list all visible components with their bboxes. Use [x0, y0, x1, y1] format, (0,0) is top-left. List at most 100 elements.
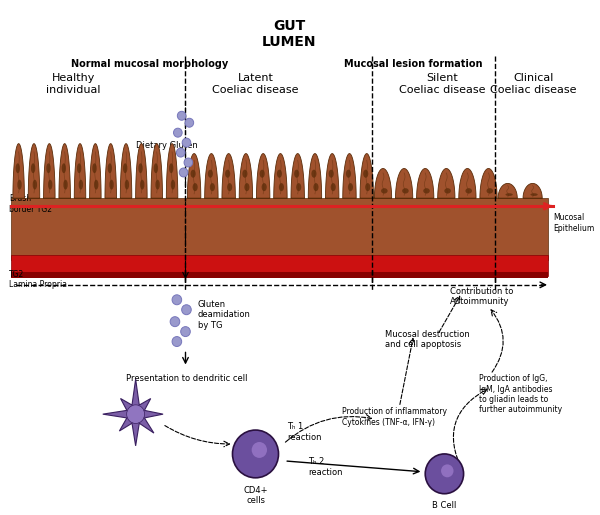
- Circle shape: [173, 128, 182, 137]
- Ellipse shape: [64, 180, 68, 190]
- Ellipse shape: [311, 169, 316, 178]
- Polygon shape: [187, 153, 201, 198]
- Ellipse shape: [365, 183, 370, 191]
- Polygon shape: [523, 183, 542, 198]
- Polygon shape: [416, 168, 434, 198]
- Ellipse shape: [251, 442, 267, 458]
- Ellipse shape: [127, 405, 145, 423]
- Text: Healthy
individual: Healthy individual: [46, 73, 101, 95]
- Ellipse shape: [313, 183, 319, 191]
- Polygon shape: [28, 144, 40, 198]
- Ellipse shape: [193, 183, 197, 191]
- Ellipse shape: [48, 180, 52, 190]
- Polygon shape: [459, 168, 476, 198]
- Polygon shape: [308, 153, 322, 198]
- Ellipse shape: [109, 180, 114, 190]
- Polygon shape: [256, 153, 270, 198]
- Ellipse shape: [123, 163, 127, 173]
- Text: Presentation to dendritic cell: Presentation to dendritic cell: [126, 374, 248, 383]
- Ellipse shape: [329, 169, 334, 178]
- Text: B Cell: B Cell: [432, 501, 457, 510]
- Ellipse shape: [169, 163, 173, 173]
- Polygon shape: [480, 168, 497, 198]
- Ellipse shape: [487, 188, 493, 194]
- Text: Contribution to
Autoimmunity: Contribution to Autoimmunity: [450, 287, 514, 306]
- Polygon shape: [343, 153, 356, 198]
- Polygon shape: [222, 153, 235, 198]
- Circle shape: [182, 305, 191, 315]
- Ellipse shape: [46, 163, 50, 173]
- Polygon shape: [291, 153, 304, 198]
- Text: Gluten
deamidation
by TG: Gluten deamidation by TG: [198, 300, 251, 330]
- Ellipse shape: [125, 180, 129, 190]
- Polygon shape: [13, 144, 25, 198]
- Ellipse shape: [381, 188, 388, 194]
- Ellipse shape: [244, 183, 250, 191]
- Polygon shape: [437, 168, 455, 198]
- Circle shape: [184, 158, 193, 167]
- Circle shape: [181, 327, 190, 337]
- Ellipse shape: [191, 169, 196, 178]
- Ellipse shape: [171, 180, 175, 190]
- Polygon shape: [136, 144, 147, 198]
- Polygon shape: [151, 144, 163, 198]
- Ellipse shape: [242, 169, 247, 178]
- Circle shape: [170, 317, 180, 327]
- Ellipse shape: [466, 188, 472, 194]
- Text: Silent
Coeliac disease: Silent Coeliac disease: [399, 73, 486, 95]
- Polygon shape: [89, 144, 101, 198]
- Text: Brush
border TG2: Brush border TG2: [9, 194, 52, 214]
- Ellipse shape: [62, 163, 66, 173]
- Text: Mucosal lesion formation: Mucosal lesion formation: [344, 59, 483, 69]
- Text: Production of inflammatory
Cytokines (TNF-α, IFN-γ): Production of inflammatory Cytokines (TN…: [342, 407, 447, 426]
- Ellipse shape: [17, 180, 22, 190]
- Ellipse shape: [140, 180, 145, 190]
- Polygon shape: [105, 144, 116, 198]
- Ellipse shape: [227, 183, 232, 191]
- Ellipse shape: [296, 183, 301, 191]
- Ellipse shape: [423, 188, 430, 194]
- Ellipse shape: [260, 169, 265, 178]
- Polygon shape: [205, 153, 218, 198]
- Polygon shape: [498, 183, 517, 198]
- Ellipse shape: [441, 465, 454, 477]
- Polygon shape: [326, 153, 339, 198]
- Bar: [11, 272, 548, 278]
- Text: Mucosal
Epithelium: Mucosal Epithelium: [553, 214, 594, 233]
- Text: Tₕ 1
reaction: Tₕ 1 reaction: [287, 422, 322, 442]
- Polygon shape: [274, 153, 287, 198]
- Circle shape: [172, 295, 182, 305]
- Polygon shape: [166, 144, 178, 198]
- Polygon shape: [360, 153, 373, 198]
- Ellipse shape: [208, 169, 213, 178]
- Ellipse shape: [107, 163, 112, 173]
- Circle shape: [425, 454, 464, 494]
- Circle shape: [179, 168, 188, 177]
- Text: Dietary Gluten: Dietary Gluten: [136, 141, 197, 150]
- Text: Clinical
Coeliac disease: Clinical Coeliac disease: [490, 73, 577, 95]
- Ellipse shape: [262, 183, 267, 191]
- Polygon shape: [44, 144, 55, 198]
- Text: CD4+
cells: CD4+ cells: [243, 486, 268, 505]
- Ellipse shape: [279, 183, 284, 191]
- Ellipse shape: [155, 180, 160, 190]
- Ellipse shape: [294, 169, 299, 178]
- Ellipse shape: [402, 188, 409, 194]
- Text: Production of IgG,
IgM, IgA antibodies
to gliadin leads to
further autoimmunity: Production of IgG, IgM, IgA antibodies t…: [479, 374, 562, 415]
- Polygon shape: [374, 168, 392, 198]
- Polygon shape: [103, 379, 163, 446]
- Circle shape: [232, 430, 278, 478]
- Ellipse shape: [79, 180, 83, 190]
- Ellipse shape: [154, 163, 158, 173]
- Circle shape: [176, 148, 185, 157]
- Circle shape: [172, 337, 182, 347]
- Ellipse shape: [92, 163, 97, 173]
- Polygon shape: [120, 144, 132, 198]
- Ellipse shape: [277, 169, 282, 178]
- Polygon shape: [74, 144, 86, 198]
- Polygon shape: [395, 168, 413, 198]
- Text: Normal mucosal morphology: Normal mucosal morphology: [71, 59, 229, 69]
- Ellipse shape: [32, 180, 37, 190]
- Ellipse shape: [445, 188, 451, 194]
- Ellipse shape: [77, 163, 82, 173]
